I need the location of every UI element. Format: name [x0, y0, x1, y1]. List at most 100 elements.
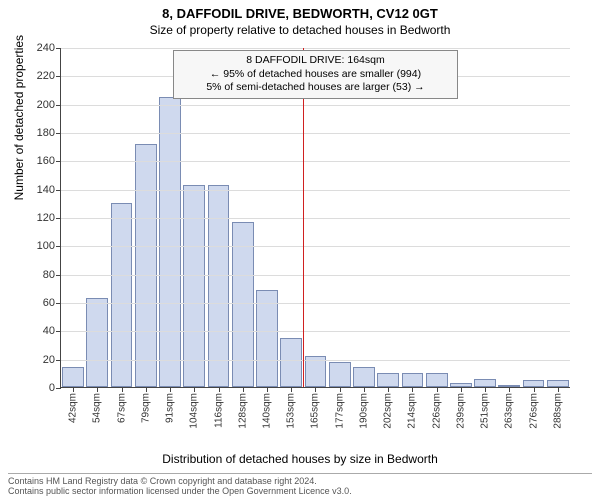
- xtick-label: 79sqm: [140, 393, 151, 423]
- xtick-mark: [243, 387, 244, 392]
- gridline: [61, 246, 570, 247]
- histogram-bar: [62, 367, 84, 387]
- xtick-label: 104sqm: [189, 393, 200, 429]
- footer-line-1: Contains HM Land Registry data © Crown c…: [8, 476, 592, 486]
- xtick-mark: [73, 387, 74, 392]
- histogram-bar: [474, 379, 496, 387]
- histogram-bar: [208, 185, 230, 387]
- gridline: [61, 105, 570, 106]
- histogram-bar: [256, 290, 278, 387]
- xtick-mark: [291, 387, 292, 392]
- xtick-mark: [219, 387, 220, 392]
- ytick-mark: [56, 275, 61, 276]
- histogram-bar: [547, 380, 569, 387]
- xtick-label: 67sqm: [116, 393, 127, 423]
- plot-region: 42sqm54sqm67sqm79sqm91sqm104sqm116sqm128…: [60, 48, 570, 388]
- chart-area: 42sqm54sqm67sqm79sqm91sqm104sqm116sqm128…: [60, 48, 570, 418]
- histogram-bar: [523, 380, 545, 387]
- x-axis-title: Distribution of detached houses by size …: [0, 452, 600, 466]
- ytick-label: 40: [43, 325, 55, 337]
- xtick-mark: [485, 387, 486, 392]
- xtick-mark: [534, 387, 535, 392]
- ytick-label: 160: [37, 155, 55, 167]
- xtick-mark: [122, 387, 123, 392]
- gridline: [61, 331, 570, 332]
- xtick-label: 190sqm: [358, 393, 369, 429]
- page-subtitle: Size of property relative to detached ho…: [0, 21, 600, 41]
- gridline: [61, 48, 570, 49]
- annotation-line-2: ← 95% of detached houses are smaller (99…: [180, 68, 451, 82]
- xtick-mark: [170, 387, 171, 392]
- ytick-label: 80: [43, 269, 55, 281]
- xtick-mark: [97, 387, 98, 392]
- ytick-mark: [56, 303, 61, 304]
- xtick-label: 263sqm: [504, 393, 515, 429]
- xtick-mark: [388, 387, 389, 392]
- xtick-label: 165sqm: [310, 393, 321, 429]
- ytick-mark: [56, 161, 61, 162]
- gridline: [61, 360, 570, 361]
- ytick-label: 0: [49, 382, 55, 394]
- xtick-label: 288sqm: [552, 393, 563, 429]
- ytick-mark: [56, 105, 61, 106]
- xtick-mark: [461, 387, 462, 392]
- y-axis-title: Number of detached properties: [12, 35, 26, 200]
- histogram-bar: [183, 185, 205, 387]
- ytick-label: 180: [37, 127, 55, 139]
- xtick-label: 91sqm: [165, 393, 176, 423]
- xtick-mark: [315, 387, 316, 392]
- footer-line-2: Contains public sector information licen…: [8, 486, 592, 496]
- histogram-bar: [329, 362, 351, 387]
- xtick-label: 251sqm: [480, 393, 491, 429]
- histogram-bar: [86, 298, 108, 387]
- ytick-label: 60: [43, 297, 55, 309]
- gridline: [61, 133, 570, 134]
- histogram-bar: [353, 367, 375, 387]
- ytick-label: 220: [37, 70, 55, 82]
- footer-attribution: Contains HM Land Registry data © Crown c…: [8, 473, 592, 496]
- ytick-mark: [56, 331, 61, 332]
- ytick-label: 120: [37, 212, 55, 224]
- ytick-label: 140: [37, 184, 55, 196]
- xtick-mark: [267, 387, 268, 392]
- histogram-bar: [377, 373, 399, 387]
- xtick-label: 140sqm: [261, 393, 272, 429]
- ytick-label: 100: [37, 240, 55, 252]
- xtick-label: 153sqm: [286, 393, 297, 429]
- ytick-label: 20: [43, 354, 55, 366]
- xtick-label: 128sqm: [237, 393, 248, 429]
- ytick-mark: [56, 48, 61, 49]
- histogram-bar: [159, 97, 181, 387]
- gridline: [61, 190, 570, 191]
- gridline: [61, 218, 570, 219]
- ytick-label: 240: [37, 42, 55, 54]
- histogram-bar: [402, 373, 424, 387]
- xtick-label: 226sqm: [431, 393, 442, 429]
- xtick-mark: [364, 387, 365, 392]
- xtick-label: 276sqm: [528, 393, 539, 429]
- gridline: [61, 275, 570, 276]
- xtick-label: 202sqm: [383, 393, 394, 429]
- ytick-mark: [56, 190, 61, 191]
- xtick-mark: [509, 387, 510, 392]
- annotation-box: 8 DAFFODIL DRIVE: 164sqm← 95% of detache…: [173, 50, 458, 99]
- annotation-line-3: 5% of semi-detached houses are larger (5…: [180, 81, 451, 95]
- xtick-mark: [194, 387, 195, 392]
- xtick-label: 116sqm: [213, 393, 224, 428]
- histogram-bar: [426, 373, 448, 387]
- ytick-mark: [56, 76, 61, 77]
- histogram-bar: [280, 338, 302, 387]
- gridline: [61, 161, 570, 162]
- histogram-bar: [135, 144, 157, 387]
- ytick-mark: [56, 246, 61, 247]
- ytick-mark: [56, 360, 61, 361]
- page-title: 8, DAFFODIL DRIVE, BEDWORTH, CV12 0GT: [0, 0, 600, 21]
- ytick-mark: [56, 218, 61, 219]
- ytick-mark: [56, 388, 61, 389]
- ytick-label: 200: [37, 99, 55, 111]
- xtick-mark: [146, 387, 147, 392]
- xtick-mark: [412, 387, 413, 392]
- xtick-label: 54sqm: [92, 393, 103, 423]
- gridline: [61, 303, 570, 304]
- xtick-label: 42sqm: [68, 393, 79, 423]
